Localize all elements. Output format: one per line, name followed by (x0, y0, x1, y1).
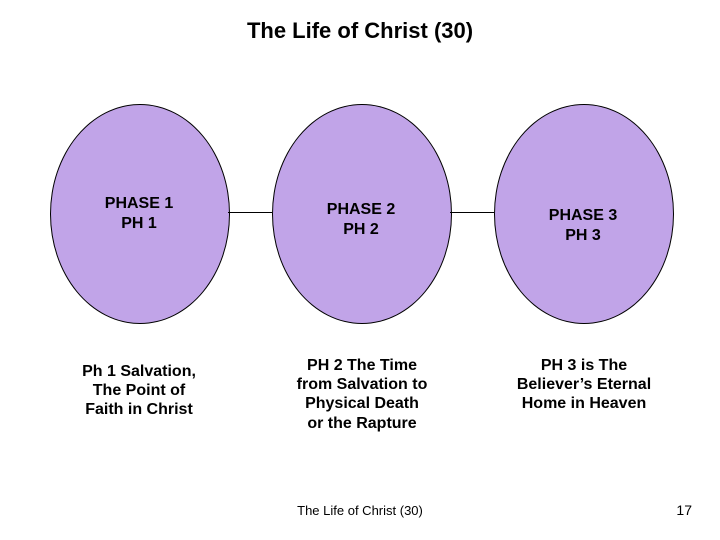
phase-1-label-line1: PHASE 1 (105, 195, 173, 212)
phase-1-label: PHASE 1 PH 1 (88, 194, 190, 234)
phase-3-desc: PH 3 is The Believer’s Eternal Home in H… (504, 356, 664, 414)
phase-3-label: PHASE 3 PH 3 (532, 206, 634, 246)
phase-1-desc: Ph 1 Salvation, The Point of Faith in Ch… (78, 362, 200, 420)
phase-2-desc: PH 2 The Time from Salvation to Physical… (296, 356, 428, 433)
page-number: 17 (676, 502, 692, 518)
slide-title: The Life of Christ (30) (0, 18, 720, 44)
footer-text: The Life of Christ (30) (0, 503, 720, 518)
connector-2-3 (450, 212, 494, 213)
phase-1-label-line2: PH 1 (121, 215, 157, 232)
phase-2-label: PHASE 2 PH 2 (310, 200, 412, 240)
phase-3-label-line2: PH 3 (565, 227, 601, 244)
phase-2-label-line1: PHASE 2 (327, 201, 395, 218)
connector-1-2 (228, 212, 272, 213)
phase-3-label-line1: PHASE 3 (549, 207, 617, 224)
phase-2-label-line2: PH 2 (343, 221, 379, 238)
